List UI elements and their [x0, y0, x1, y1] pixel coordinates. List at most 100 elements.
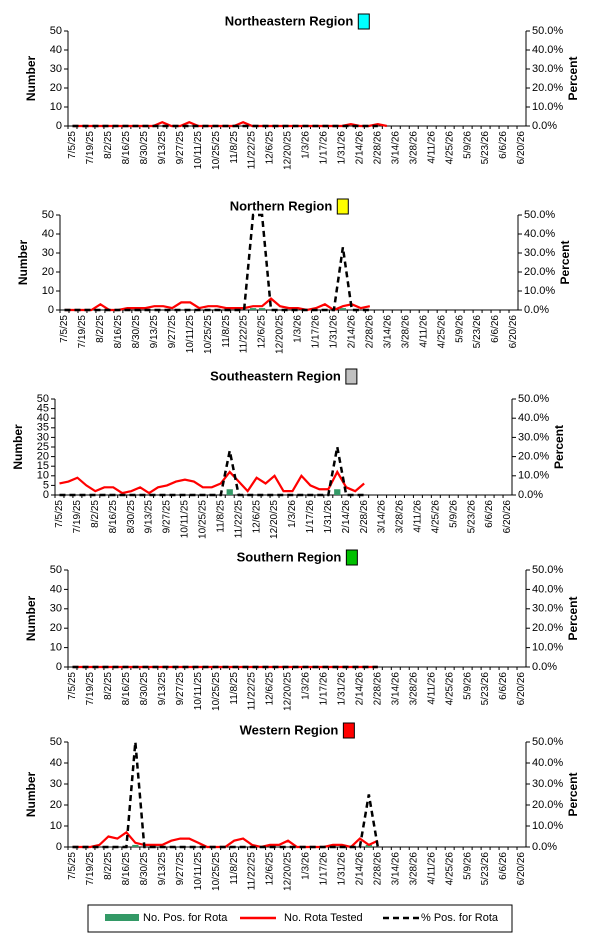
y-tick-label: 50: [50, 25, 62, 37]
x-tick-label: 11/8/25: [229, 672, 240, 705]
y-tick-label: 50: [50, 564, 62, 576]
percent-line: [72, 741, 380, 849]
y2-tick-label: 0.0%: [532, 120, 557, 132]
x-tick-label: 11/8/25: [229, 131, 240, 164]
x-tick-label: 1/3/26: [301, 672, 312, 700]
y2-tick-label: 50.0%: [532, 736, 563, 748]
y2-axis-label: Percent: [552, 425, 566, 469]
x-tick-label: 11/22/25: [239, 315, 250, 354]
y2-tick-label: 0.0%: [532, 841, 557, 853]
tested-line: [59, 469, 365, 495]
x-tick-label: 9/13/25: [157, 672, 168, 706]
x-tick-label: 6/20/26: [516, 672, 527, 706]
x-tick-label: 6/20/26: [516, 131, 527, 165]
y-tick-label: 40: [50, 583, 62, 595]
plot-area: [68, 570, 526, 667]
region-swatch: [336, 198, 349, 215]
x-tick-label: 3/28/26: [408, 131, 419, 165]
x-tick-label: 12/6/25: [265, 852, 276, 886]
x-tick-label: 10/11/25: [193, 131, 204, 170]
y2-tick-label: 10.0%: [532, 820, 563, 832]
y-tick-label: 20: [50, 622, 62, 634]
y-tick-label: 15: [37, 460, 49, 472]
x-tick-label: 1/3/26: [287, 500, 298, 528]
plot-area: [68, 31, 526, 126]
bar: [258, 308, 266, 310]
y-tick-label: 0: [56, 841, 62, 853]
x-tick-label: 4/11/26: [413, 500, 424, 533]
x-tick-label: 4/11/26: [426, 131, 437, 164]
x-tick-label: 9/13/25: [144, 500, 155, 534]
x-tick-label: 1/31/26: [337, 852, 348, 886]
x-tick-label: 5/9/26: [448, 500, 459, 528]
x-tick-label: 2/14/26: [355, 672, 366, 706]
x-tick-label: 7/5/25: [67, 131, 78, 159]
x-tick-label: 4/11/26: [418, 315, 429, 348]
y2-tick-label: 0.0%: [518, 489, 543, 501]
chart-title: Northern Region: [230, 198, 333, 213]
x-tick-label: 3/14/26: [382, 315, 393, 349]
x-tick-label: 7/19/25: [77, 315, 88, 349]
y-tick-label: 40: [50, 757, 62, 769]
legend-box: [87, 904, 513, 933]
x-tick-label: 6/20/26: [502, 500, 513, 534]
x-tick-label: 11/8/25: [229, 852, 240, 885]
x-tick-label: 3/28/26: [395, 500, 406, 534]
y-axis-label: Number: [24, 56, 38, 102]
x-tick-label: 4/11/26: [426, 852, 437, 885]
x-tick-label: 1/31/26: [337, 131, 348, 165]
x-tick-label: 10/11/25: [193, 672, 204, 711]
x-tick-label: 10/11/25: [180, 500, 191, 539]
y-tick-label: 0: [48, 304, 54, 316]
y2-axis-label: Percent: [566, 56, 580, 100]
y-tick-label: 0: [43, 489, 49, 501]
x-tick-label: 4/25/26: [430, 500, 441, 534]
chart-title: Northeastern Region: [225, 13, 354, 28]
x-tick-label: 2/14/26: [355, 131, 366, 165]
y2-tick-label: 30.0%: [532, 603, 563, 615]
x-tick-label: 2/28/26: [372, 131, 383, 165]
y-tick-label: 40: [37, 412, 49, 424]
y-tick-label: 0: [56, 661, 62, 673]
y-tick-label: 45: [37, 403, 49, 415]
y2-tick-label: 0.0%: [524, 304, 549, 316]
x-tick-label: 8/30/25: [139, 852, 150, 886]
legend-label: % Pos. for Rota: [421, 912, 499, 924]
y-axis-label: Number: [16, 240, 30, 286]
bar: [132, 844, 139, 847]
y-axis-label: Number: [24, 772, 38, 818]
y2-tick-label: 50.0%: [524, 209, 555, 221]
x-tick-label: 12/20/25: [283, 672, 294, 711]
y-axis-label: Number: [24, 596, 38, 642]
x-tick-label: 8/16/25: [113, 315, 124, 349]
legend-label: No. Rota Tested: [284, 912, 363, 924]
region-swatch: [345, 549, 358, 566]
x-tick-label: 3/14/26: [377, 500, 388, 534]
x-tick-label: 8/30/25: [139, 672, 150, 706]
y2-tick-label: 30.0%: [524, 247, 555, 259]
x-tick-label: 12/6/25: [265, 672, 276, 706]
x-tick-label: 11/22/25: [247, 131, 258, 170]
x-tick-label: 2/28/26: [364, 315, 375, 349]
y-tick-label: 10: [42, 285, 54, 297]
x-tick-label: 10/25/25: [211, 672, 222, 711]
x-tick-label: 8/2/25: [103, 672, 114, 700]
y-tick-label: 30: [50, 63, 62, 75]
x-tick-label: 3/28/26: [408, 672, 419, 706]
y-tick-label: 10: [50, 101, 62, 113]
x-tick-label: 2/14/26: [341, 500, 352, 534]
y-tick-label: 40: [50, 44, 62, 56]
x-tick-label: 1/3/26: [293, 315, 304, 343]
y2-tick-label: 0.0%: [532, 661, 557, 673]
x-tick-label: 12/6/25: [265, 131, 276, 165]
x-tick-label: 9/27/25: [175, 852, 186, 886]
y2-tick-label: 20.0%: [532, 82, 563, 94]
y2-tick-label: 10.0%: [518, 470, 549, 482]
x-tick-label: 9/27/25: [162, 500, 173, 534]
x-tick-label: 4/11/26: [426, 672, 437, 705]
y-tick-label: 30: [50, 603, 62, 615]
plot-area: [68, 742, 526, 847]
x-tick-label: 7/19/25: [72, 500, 83, 534]
y-tick-label: 50: [37, 393, 49, 405]
x-tick-label: 12/6/25: [257, 315, 268, 349]
